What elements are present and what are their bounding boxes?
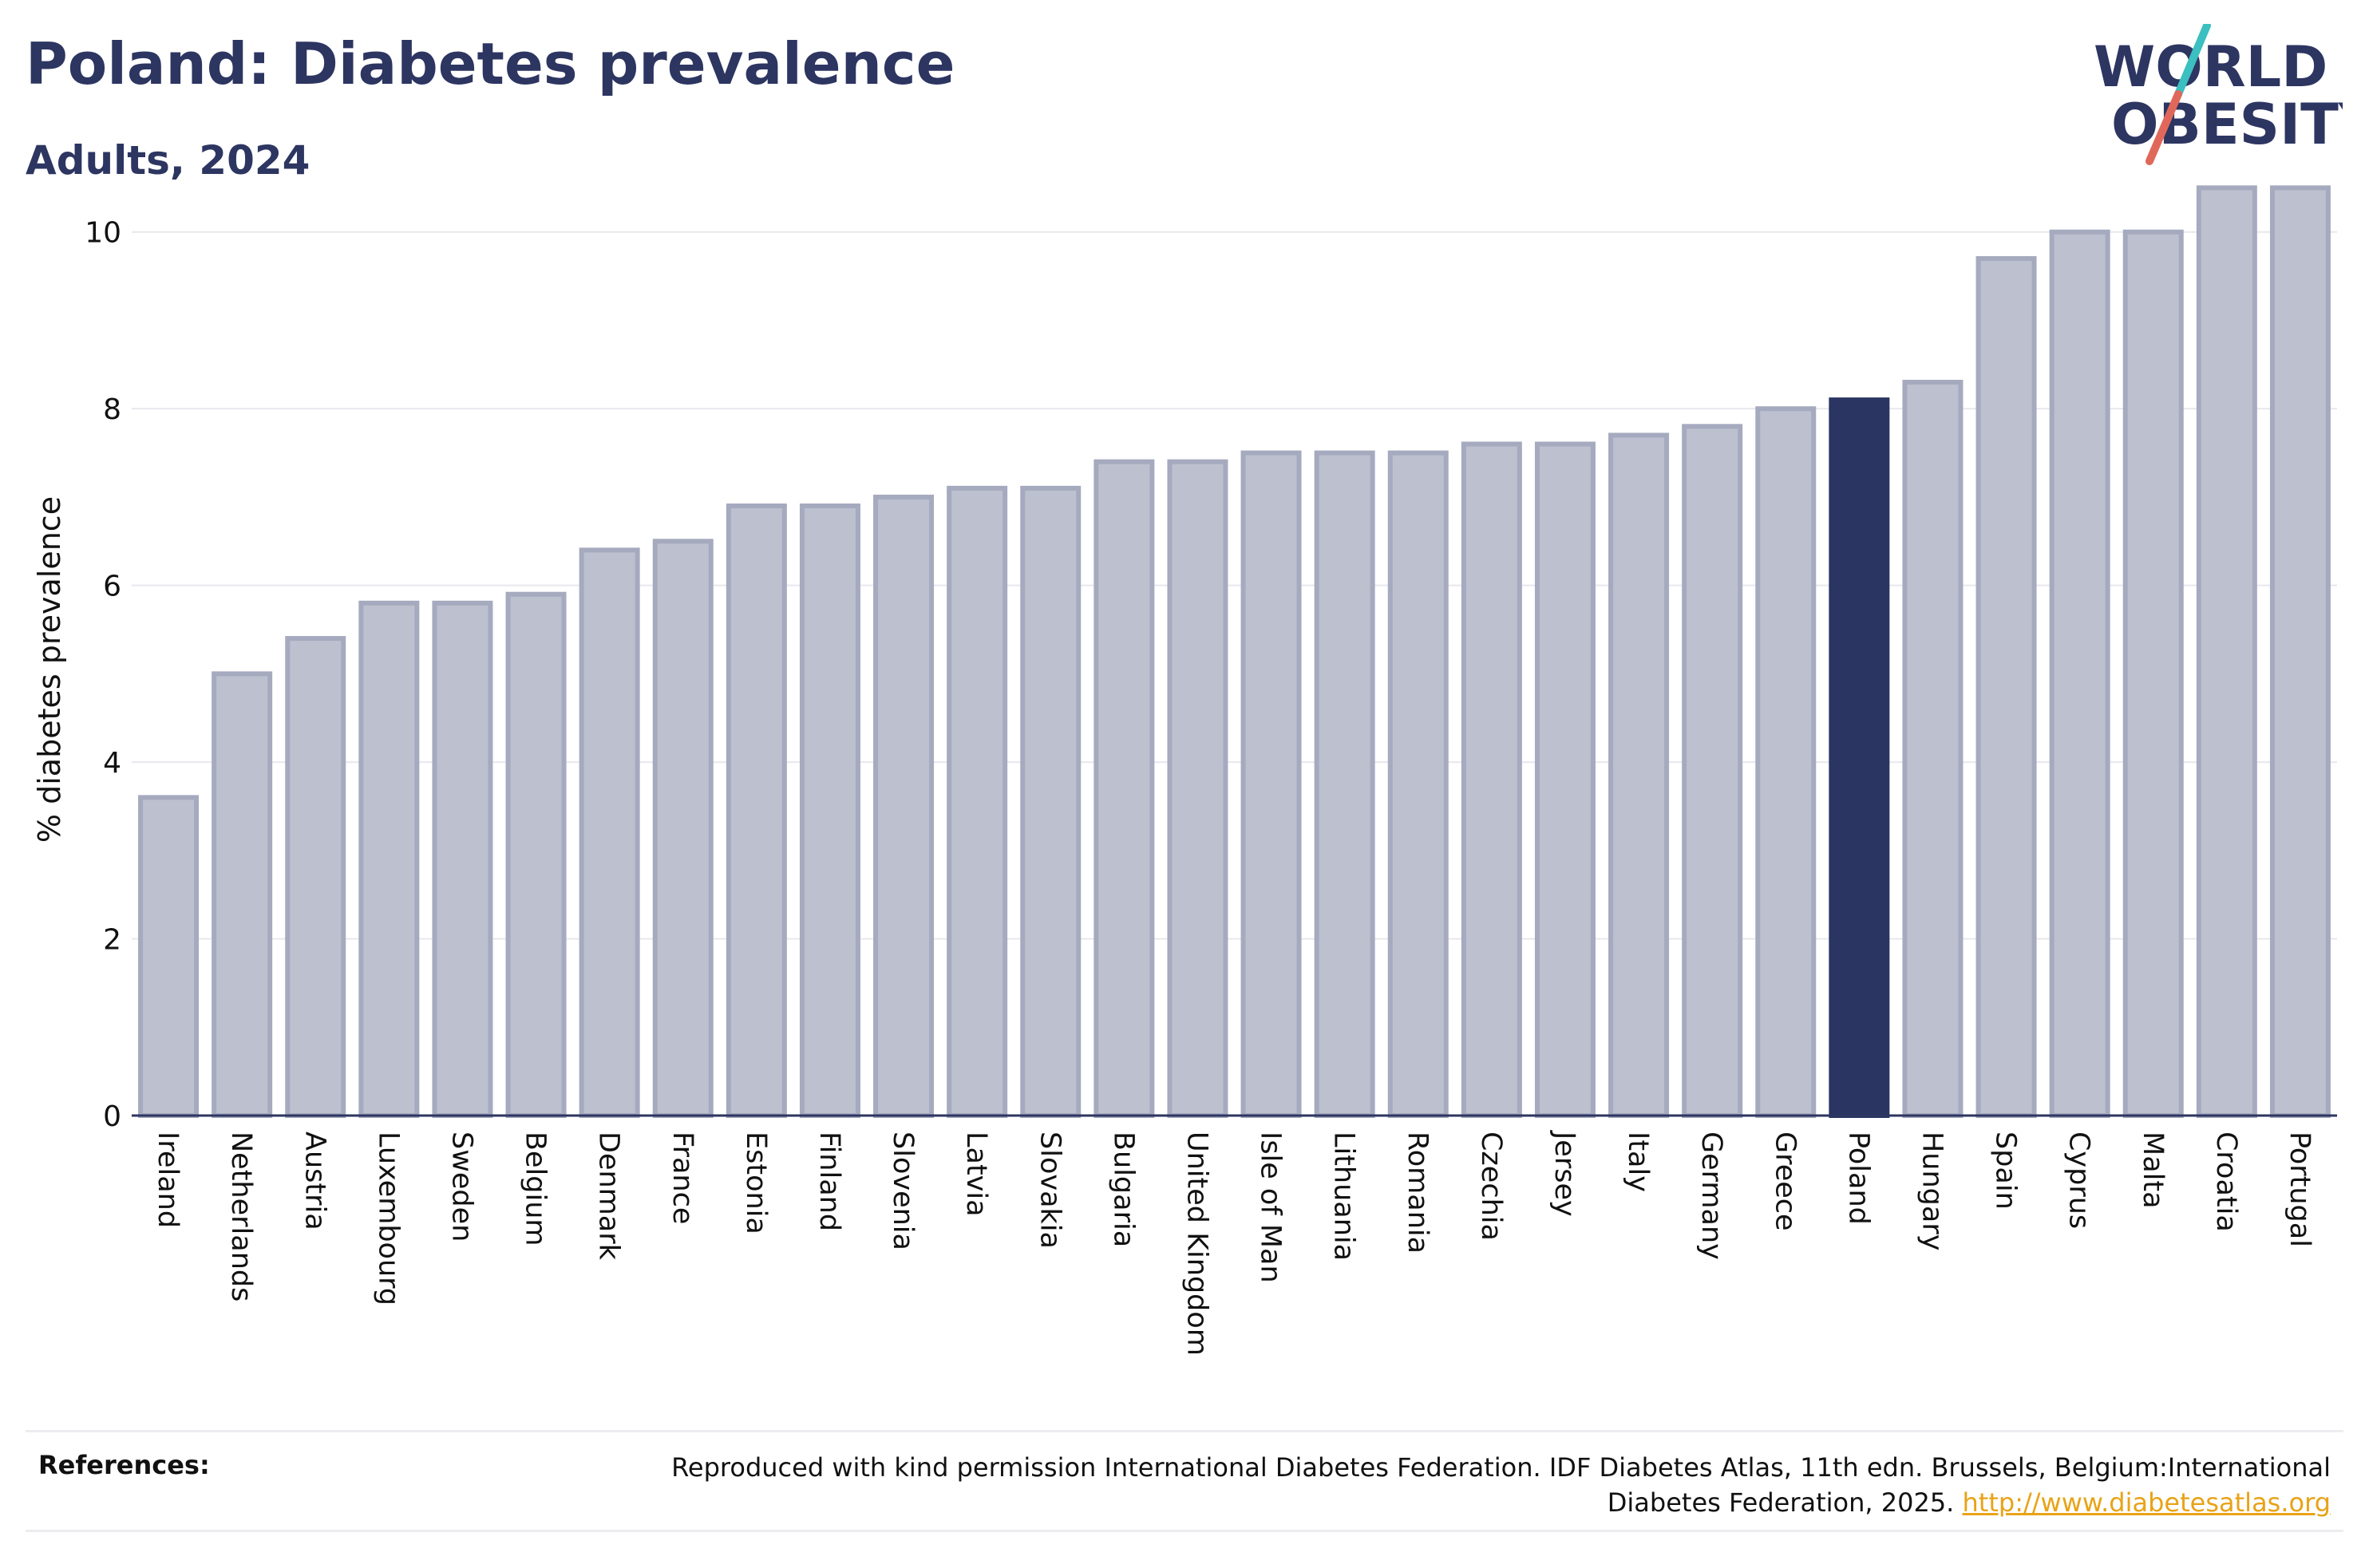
bar-jersey [1534, 441, 1596, 1118]
bar-malta [2122, 229, 2184, 1118]
logo-slash-teal [2174, 24, 2211, 98]
bar-netherlands [212, 671, 273, 1118]
references-box: References: Reproduced with kind permiss… [26, 1430, 2343, 1532]
bar-cyprus [2049, 229, 2110, 1118]
y-axis-ticks: 0 2 4 6 8 10 [85, 217, 121, 1133]
page-subtitle: Adults, 2024 [26, 137, 310, 184]
x-tick-label: Bulgaria [1107, 1132, 1139, 1247]
x-tick-label: Luxembourg [372, 1132, 404, 1305]
x-tick-label: Croatia [2210, 1132, 2242, 1232]
bar-france [652, 539, 714, 1118]
x-tick-label: United Kingdom [1180, 1132, 1212, 1356]
bar-ireland [138, 795, 200, 1119]
x-tick-label: Lithuania [1328, 1132, 1360, 1261]
bar-germany [1682, 424, 1743, 1118]
bar-portugal [2269, 185, 2331, 1118]
page-title: Poland: Diabetes prevalence [26, 30, 955, 97]
x-tick-label: France [666, 1132, 698, 1224]
bar-romania [1387, 450, 1449, 1118]
bar-hungary [1902, 379, 1964, 1118]
x-tick-label: Czechia [1475, 1132, 1507, 1241]
x-tick-label: Isle of Man [1255, 1132, 1287, 1283]
bar-united-kingdom [1167, 459, 1228, 1118]
bar-croatia [2196, 185, 2257, 1118]
bar-czechia [1461, 441, 1522, 1118]
bar-lithuania [1314, 450, 1375, 1118]
bar-bulgaria [1093, 459, 1155, 1118]
x-tick-label: Poland [1842, 1132, 1874, 1225]
x-tick-label: Jersey [1548, 1130, 1580, 1217]
x-tick-label: Spain [1990, 1132, 2022, 1210]
references-label: References: [38, 1450, 210, 1480]
x-tick-label: Malta [2137, 1132, 2169, 1209]
bar-slovakia [1020, 485, 1082, 1118]
logo-line2: OBESITY [2111, 92, 2343, 157]
x-tick-label: Germany [1695, 1132, 1727, 1260]
x-tick-label: Romania [1402, 1132, 1434, 1254]
logo-slash-coral [2145, 90, 2182, 165]
x-tick-label: Sweden [445, 1132, 477, 1242]
y-tick-label: 8 [103, 393, 121, 426]
x-tick-label: Portugal [2284, 1132, 2316, 1247]
bar-sweden [432, 600, 493, 1118]
bar-chart: 0 2 4 6 8 10 Ireland Netherlands Austria Luxembo… [32, 185, 2337, 1356]
world-obesity-logo: WORLD OBESITY [2094, 24, 2343, 165]
y-tick-label: 4 [103, 747, 121, 780]
bars [138, 185, 2331, 1119]
x-tick-label: Greece [1769, 1132, 1801, 1231]
x-tick-label: Netherlands [225, 1132, 257, 1301]
bar-slovenia [873, 494, 935, 1118]
x-tick-label: Latvia [960, 1132, 992, 1217]
bar-latvia [947, 485, 1008, 1118]
x-tick-label: Hungary [1916, 1132, 1948, 1250]
bar-austria [285, 636, 346, 1118]
x-tick-label: Slovenia [887, 1132, 919, 1250]
bar-finland [799, 503, 860, 1118]
bar-estonia [726, 503, 787, 1118]
references-text: Reproduced with kind permission Internat… [615, 1450, 2331, 1520]
x-tick-label: Ireland [152, 1132, 184, 1228]
x-tick-label: Austria [299, 1132, 330, 1230]
x-tick-label: Italy [1622, 1132, 1654, 1192]
bar-luxembourg [358, 600, 420, 1118]
bar-isle-of-man [1240, 450, 1302, 1118]
bar-spain [1975, 255, 2037, 1119]
bar-belgium [505, 591, 567, 1118]
y-tick-label: 10 [85, 217, 121, 250]
x-tick-label: Cyprus [2063, 1132, 2095, 1229]
x-tick-label: Finland [813, 1132, 845, 1231]
references-link[interactable]: http://www.diabetesatlas.org [1962, 1487, 2331, 1518]
x-tick-label: Estonia [740, 1132, 772, 1234]
y-axis-label: % diabetes prevalence [32, 496, 67, 843]
y-tick-label: 0 [103, 1100, 121, 1133]
bar-poland [1829, 397, 1890, 1119]
references-citation: Reproduced with kind permission Internat… [671, 1452, 2331, 1518]
bar-italy [1608, 432, 1670, 1118]
x-tick-label: Denmark [593, 1132, 625, 1261]
logo-line1: WORLD [2094, 34, 2327, 100]
x-axis-ticks: Ireland Netherlands Austria Luxembourg Swede… [152, 1130, 2316, 1356]
y-tick-label: 6 [103, 571, 121, 603]
bar-denmark [579, 547, 640, 1118]
bar-greece [1755, 406, 1817, 1118]
x-tick-label: Slovakia [1034, 1132, 1066, 1249]
y-tick-label: 2 [103, 924, 121, 957]
x-tick-label: Belgium [520, 1132, 552, 1246]
